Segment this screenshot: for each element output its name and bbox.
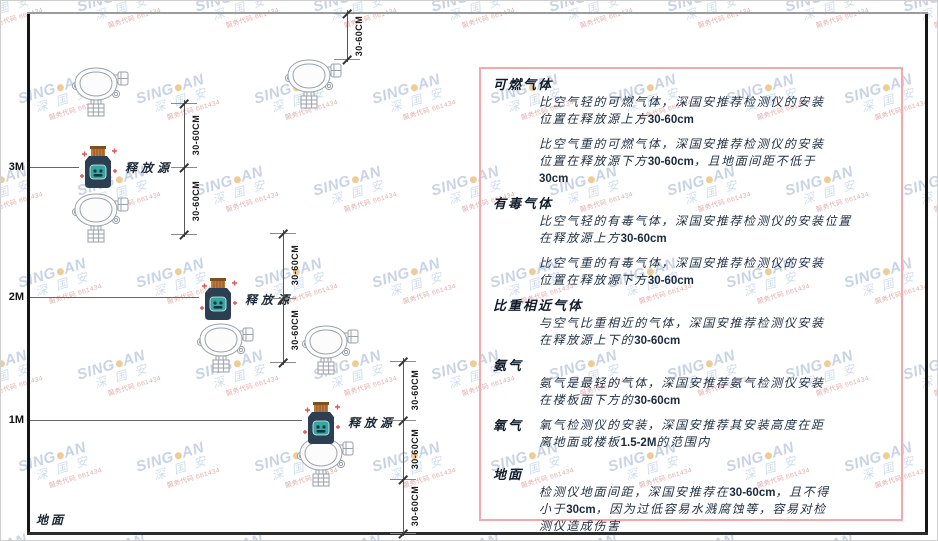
gas-detector-icon [293, 433, 355, 492]
panel-section: 比重相近气体与空气比重相近的气体，深国安推荐检测仪安装 在释放源上下的30-60c… [493, 297, 891, 349]
paragraph: 氨气是最轻的气体，深国安推荐氨气检测仪安装 在楼板面下方的30-60cm [539, 375, 891, 409]
paragraph: 与空气比重相近的气体，深国安推荐检测仪安装 在释放源上下的30-60cm [539, 315, 891, 349]
text-line: 离地面或楼板1.5-2M的范围内 [539, 435, 711, 449]
panel-section: 可燃气体比空气轻的可燃气体，深国安推荐检测仪的安装 位置在释放源上方30-60cm… [493, 76, 891, 187]
panel-section: 氨气 氨气是最轻的气体，深国安推荐氨气检测仪安装 在楼板面下方的30-60cm [493, 357, 891, 409]
text-line: 位置在释放源下方30-60cm [539, 273, 694, 287]
text-line: 测仪造成伤害 [539, 519, 621, 533]
text-line: 与空气比重相近的气体，深国安推荐检测仪安装 [539, 316, 825, 330]
release-source-bottle-icon [301, 400, 341, 451]
dimension-line [184, 100, 185, 237]
section-body: 检测仪地面间距，深国安推荐在30-60cm，且不得 小于30cm，因为过低容易水溅… [539, 484, 891, 535]
release-source-label: 释放源 [348, 416, 397, 430]
section-heading: 氨气 [493, 358, 524, 373]
release-source-label: 释放源 [245, 293, 294, 307]
paragraph: 氧气检测仪的安装，深国安推荐其安装高度在距 离地面或楼板1.5-2M的范围内 [539, 417, 825, 451]
dimension-label: 30-60CM [410, 369, 420, 411]
left-wall [27, 13, 30, 534]
release-source-bottle-icon [78, 144, 118, 195]
section-heading: 可燃气体 [493, 77, 554, 92]
level-line-2m [30, 297, 199, 298]
section-heading: 氧气 [493, 418, 524, 433]
release-source-label: 释放源 [125, 161, 174, 175]
dimension-label: 30-60CM [191, 114, 201, 156]
dimension-label: 30-60CM [410, 485, 420, 527]
gas-detector-icon [281, 55, 343, 114]
gas-detector-icon [68, 189, 130, 248]
panel-section: 地面 检测仪地面间距，深国安推荐在30-60cm，且不得 小于30cm，因为过低容易… [493, 466, 891, 535]
text-line: 30cm [539, 173, 569, 185]
section-body: 氧气检测仪的安装，深国安推荐其安装高度在距 离地面或楼板1.5-2M的范围内 [539, 417, 825, 459]
panel-section: 有毒气体比空气轻的有毒气体，深国安推荐检测仪的安装位置 在释放源上方30-60cm… [493, 195, 891, 289]
section-body: 比空气轻的有毒气体，深国安推荐检测仪的安装位置 在释放源上方30-60cm 比空气重… [539, 213, 891, 289]
info-panel: 可燃气体比空气轻的可燃气体，深国安推荐检测仪的安装 位置在释放源上方30-60cm… [479, 67, 903, 533]
section-heading: 比重相近气体 [493, 298, 584, 313]
paragraph: 比空气重的有毒气体，深国安推荐检测仪的安装 位置在释放源下方30-60cm [539, 255, 891, 289]
dimension-line [403, 358, 404, 536]
text-line: 比空气轻的可燃气体，深国安推荐检测仪的安装 [539, 95, 825, 109]
paragraph: 检测仪地面间距，深国安推荐在30-60cm，且不得 小于30cm，因为过低容易水溅… [539, 484, 891, 535]
section-body: 与空气比重相近的气体，深国安推荐检测仪安装 在释放源上下的30-60cm [539, 315, 891, 349]
section-body: 比空气轻的可燃气体，深国安推荐检测仪的安装 位置在释放源上方30-60cm 比空气重… [539, 94, 891, 187]
level-line-3m [30, 167, 79, 168]
text-line: 小于30cm，因为过低容易水溅腐蚀等，容易对检 [539, 502, 827, 516]
section-body: 氨气是最轻的气体，深国安推荐氨气检测仪安装 在楼板面下方的30-60cm [539, 375, 891, 409]
dimension-label: 30-60CM [290, 309, 300, 351]
level-label-1m: 1M [8, 414, 24, 426]
level-line-1m [30, 420, 302, 421]
dimension-label: 30-60CM [410, 428, 420, 470]
text-line: 在释放源上方30-60cm [539, 231, 667, 245]
text-line: 在楼板面下方的30-60cm [539, 393, 681, 407]
sparkle-icon [303, 404, 340, 434]
gas-detector-icon [193, 319, 255, 378]
section-heading: 地面 [493, 467, 524, 482]
dimension-label: 30-60CM [191, 180, 201, 222]
text-line: 在释放源上下的30-60cm [539, 333, 681, 347]
panel-section: 氧气 氧气检测仪的安装，深国安推荐其安装高度在距 离地面或楼板1.5-2M的范围内 [493, 417, 891, 459]
paragraph: 比空气重的可燃气体，深国安推荐检测仪的安装 位置在释放源下方30-60cm，且地面… [539, 136, 891, 187]
gas-detector-icon [298, 321, 360, 380]
text-line: 氧气检测仪的安装，深国安推荐其安装高度在距 [539, 418, 825, 432]
sparkle-icon [200, 280, 237, 310]
text-line: 比空气轻的有毒气体，深国安推荐检测仪的安装位置 [539, 214, 852, 228]
dimension-label: 30-60CM [354, 15, 364, 57]
sparkle-icon [80, 148, 117, 178]
dimension-line [347, 10, 348, 62]
text-line: 位置在释放源上方30-60cm [539, 112, 694, 126]
ceiling-line [27, 12, 928, 14]
text-line: 比空气重的有毒气体，深国安推荐检测仪的安装 [539, 256, 825, 270]
text-line: 检测仪地面间距，深国安推荐在30-60cm，且不得 [539, 485, 830, 499]
paragraph: 比空气轻的有毒气体，深国安推荐检测仪的安装位置 在释放源上方30-60cm [539, 213, 891, 247]
text-line: 比空气重的可燃气体，深国安推荐检测仪的安装 [539, 137, 825, 151]
release-source-bottle-icon [198, 276, 238, 327]
text-line: 氨气是最轻的气体，深国安推荐氨气检测仪安装 [539, 376, 825, 390]
ground-label: 地面 [36, 513, 67, 527]
gas-detector-icon [68, 63, 130, 122]
dimension-label: 30-60CM [290, 244, 300, 286]
paragraph: 比空气轻的可燃气体，深国安推荐检测仪的安装 位置在释放源上方30-60cm [539, 94, 891, 128]
level-label-2m: 2M [8, 291, 24, 303]
right-wall [925, 13, 928, 534]
section-heading: 有毒气体 [493, 196, 554, 211]
ground-line [27, 532, 928, 535]
text-line: 位置在释放源下方30-60cm，且地面间距不低于 [539, 154, 817, 168]
level-label-3m: 3M [8, 161, 24, 173]
